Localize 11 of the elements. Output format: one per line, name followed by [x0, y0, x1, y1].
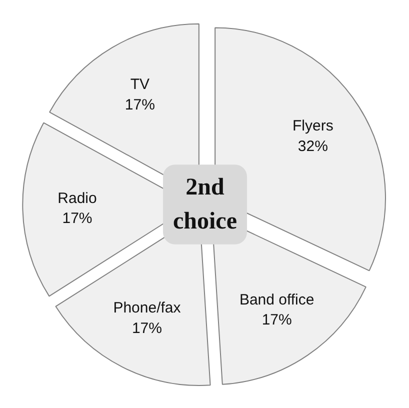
slice-label: TV [130, 76, 150, 94]
slice-label: Phone/fax [113, 299, 182, 316]
text: 2nd choice [173, 174, 238, 234]
data-label: 32% [298, 138, 328, 155]
data-label: 17% [262, 312, 292, 329]
slice-label: Radio [58, 190, 97, 207]
data-label: 17% [62, 210, 92, 228]
data-label: 17% [132, 320, 162, 337]
data-label: 17% [124, 96, 155, 114]
slice-label: Flyers [292, 117, 334, 134]
slice-label: Band office [239, 291, 314, 308]
